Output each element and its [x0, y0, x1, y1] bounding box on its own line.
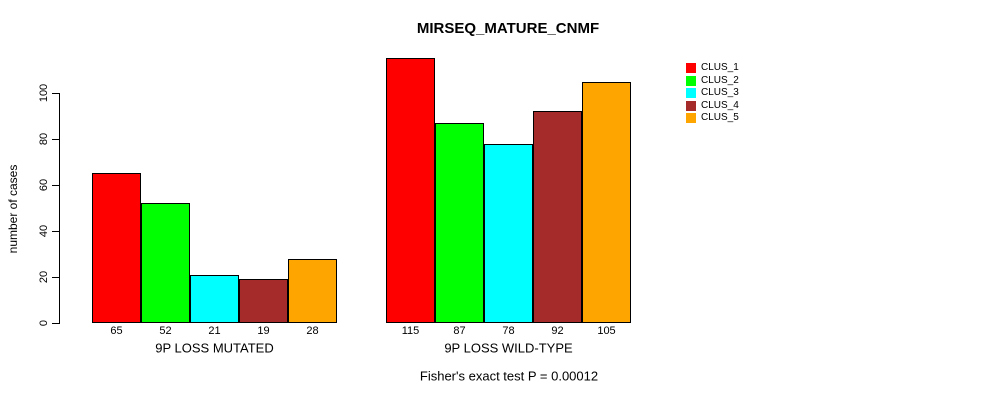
- legend-item: CLUS_3: [686, 87, 739, 100]
- group-label: 9P LOSS WILD-TYPE: [444, 340, 573, 356]
- legend-swatch: [686, 88, 696, 99]
- legend-item: CLUS_5: [686, 112, 739, 125]
- legend-label: CLUS_5: [701, 112, 739, 124]
- legend-item: CLUS_4: [686, 100, 739, 113]
- y-axis-line: [59, 93, 60, 324]
- bar-value-label: 105: [597, 325, 616, 337]
- legend-swatch: [686, 113, 696, 124]
- bar-clus_2: [141, 203, 190, 323]
- y-axis-tick-label: 40: [38, 224, 50, 238]
- legend: CLUS_1 CLUS_2 CLUS_3 CLUS_4 CLUS_5: [686, 62, 739, 125]
- legend-label: CLUS_3: [701, 87, 739, 99]
- bar-value-label: 78: [502, 325, 515, 337]
- bar-value-label: 92: [551, 325, 564, 337]
- legend-item: CLUS_2: [686, 75, 739, 88]
- y-axis-tick: [52, 139, 59, 140]
- y-axis-tick-label: 20: [38, 270, 50, 284]
- y-axis-tick: [52, 93, 59, 94]
- chart-title: MIRSEQ_MATURE_CNMF: [416, 20, 600, 37]
- y-axis-tick-label: 0: [38, 319, 50, 327]
- y-axis-tick-label: 80: [38, 132, 50, 146]
- bar-value-label: 28: [306, 325, 319, 337]
- bar-value-label: 21: [208, 325, 221, 337]
- bar-clus_1: [92, 173, 141, 323]
- legend-label: CLUS_4: [701, 99, 739, 111]
- bar-clus_5: [288, 259, 337, 323]
- bar-value-label: 19: [257, 325, 270, 337]
- bar-clus_3: [484, 144, 533, 323]
- bar-clus_4: [533, 111, 582, 323]
- legend-swatch: [686, 75, 696, 86]
- legend-swatch: [686, 63, 696, 74]
- bar-clus_2: [435, 123, 484, 323]
- bar-value-label: 52: [159, 325, 172, 337]
- caption: Fisher's exact test P = 0.00012: [419, 368, 599, 384]
- bar-value-label: 87: [453, 325, 466, 337]
- y-axis-tick: [52, 231, 59, 232]
- y-axis-tick: [52, 185, 59, 186]
- y-axis-tick: [52, 277, 59, 278]
- y-axis-tick-label: 100: [38, 83, 50, 103]
- legend-item: CLUS_1: [686, 62, 739, 75]
- bar-value-label: 115: [401, 325, 420, 337]
- bar-value-label: 65: [110, 325, 123, 337]
- legend-label: CLUS_2: [701, 74, 739, 86]
- y-axis-tick-label: 60: [38, 178, 50, 192]
- bar-clus_5: [582, 82, 631, 323]
- y-axis-tick: [52, 323, 59, 324]
- bar-clus_4: [239, 279, 288, 323]
- bar-clus_1: [386, 58, 435, 323]
- legend-swatch: [686, 100, 696, 111]
- group-label: 9P LOSS MUTATED: [155, 340, 274, 356]
- y-axis-label: number of cases: [6, 164, 20, 254]
- bar-clus_3: [190, 275, 239, 323]
- legend-label: CLUS_1: [701, 62, 739, 74]
